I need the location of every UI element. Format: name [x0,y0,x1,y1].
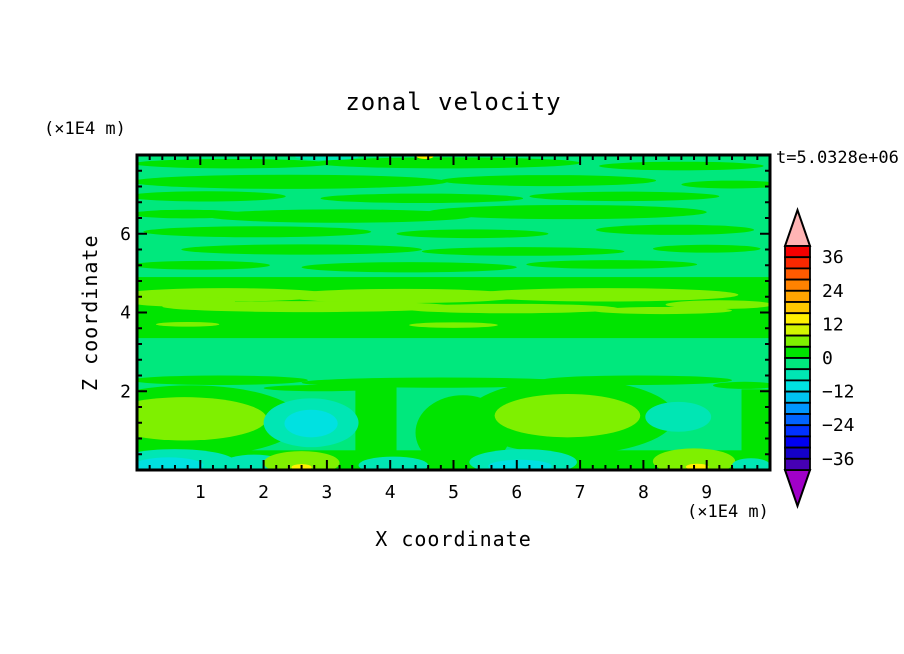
plot-border [135,153,772,472]
contour-field [137,155,770,470]
svg-text:36: 36 [822,247,844,268]
svg-text:12: 12 [822,314,844,335]
colorbar: 36 24 12 0 −12 −24 −36 [783,206,855,510]
svg-text:3: 3 [321,482,332,503]
svg-text:1: 1 [195,482,206,503]
svg-text:4: 4 [120,303,131,324]
contour-plot: 1 2 3 4 5 6 7 8 9 2 4 6 [120,153,772,503]
svg-text:0: 0 [822,348,833,369]
svg-text:5: 5 [448,482,459,503]
svg-text:2: 2 [120,381,131,402]
svg-text:6: 6 [511,482,522,503]
timestamp-label: t=5.0328e+06 [776,148,899,168]
svg-text:7: 7 [575,482,586,503]
svg-text:24: 24 [822,281,844,302]
svg-text:−24: −24 [822,415,855,436]
svg-text:−36: −36 [822,449,855,470]
colorbar-over-arrow [783,206,812,247]
x-axis-title: X coordinate [375,527,532,551]
chart-title: zonal velocity [345,88,562,116]
svg-text:2: 2 [258,482,269,503]
svg-text:8: 8 [638,482,649,503]
colorbar-under-arrow [783,469,812,510]
svg-text:6: 6 [120,224,131,245]
svg-text:−12: −12 [822,382,855,403]
svg-text:9: 9 [701,482,712,503]
svg-text:4: 4 [385,482,396,503]
x-axis-units-label: (×1E4 m) [687,502,769,522]
y-axis-units-label: (×1E4 m) [44,119,126,139]
tick-labels: 1 2 3 4 5 6 7 8 9 2 4 6 [120,224,712,503]
